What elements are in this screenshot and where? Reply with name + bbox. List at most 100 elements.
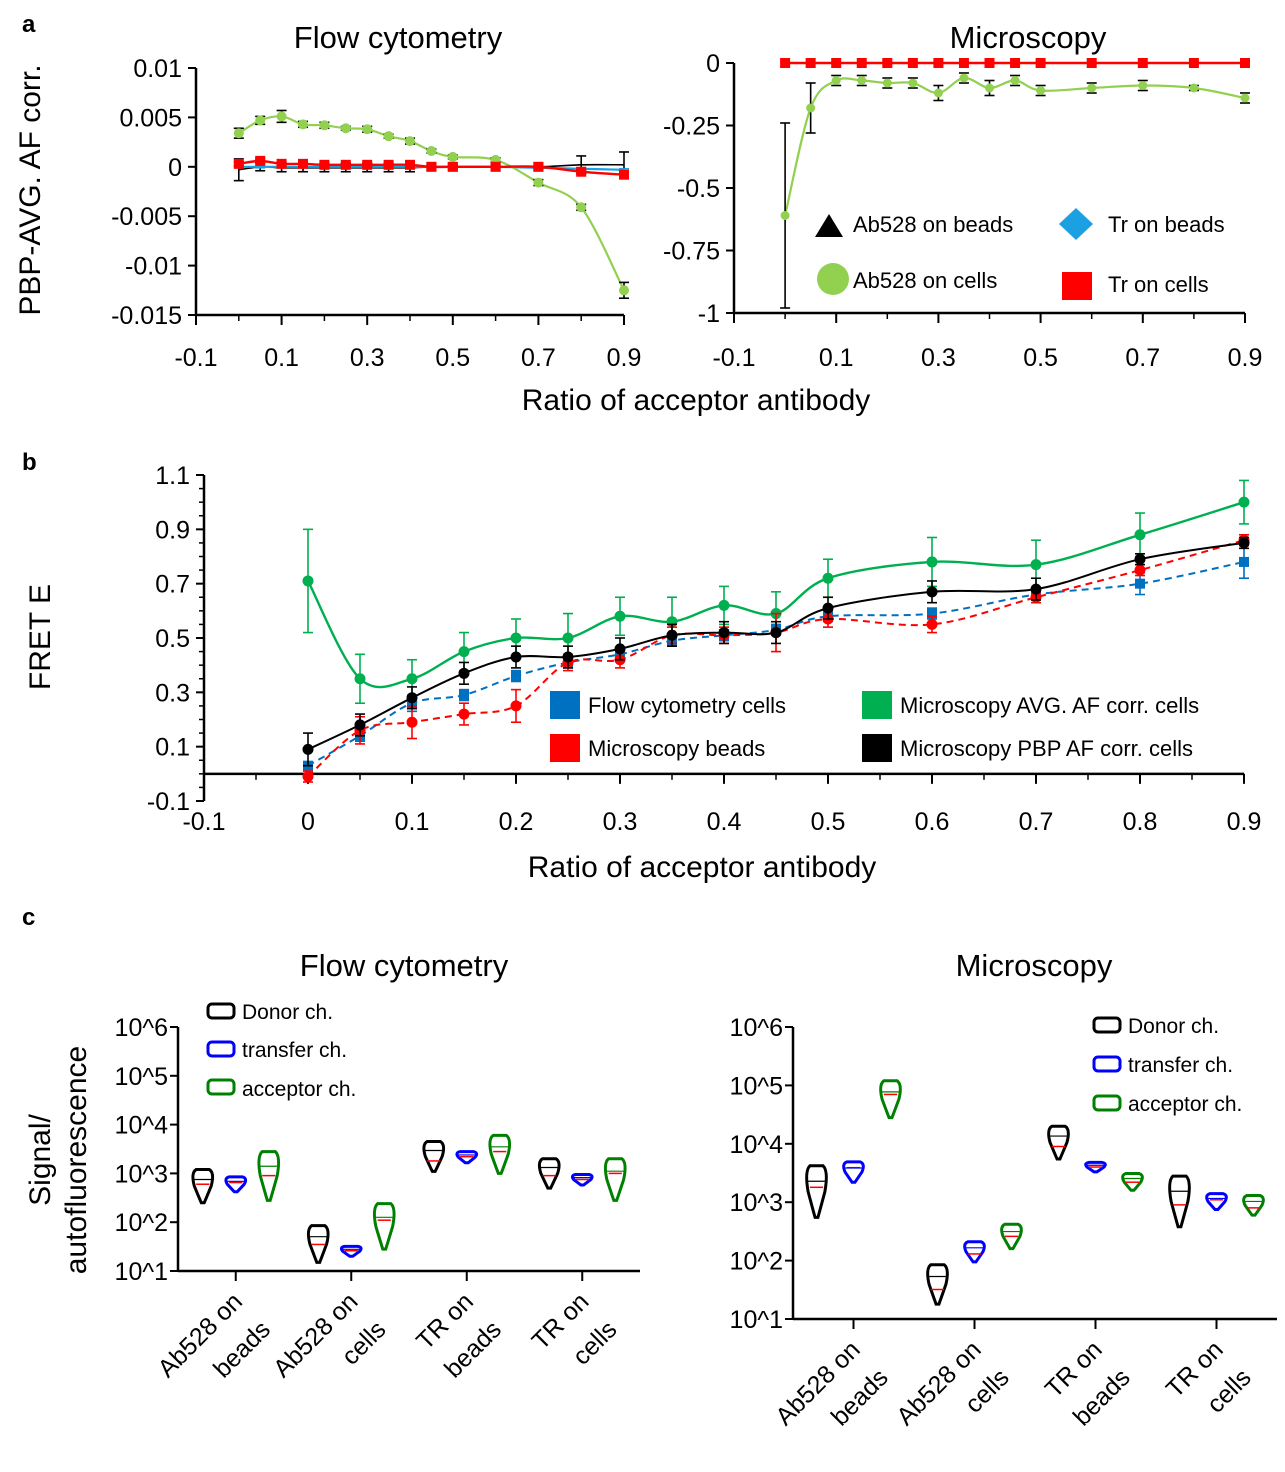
legend-ab528-beads: Ab528 on beads xyxy=(853,212,1013,237)
tr-cells-legend-marker xyxy=(1062,272,1092,300)
ab528-on-cells-line xyxy=(784,76,1246,216)
microscopy-beads-point xyxy=(1134,564,1146,576)
tr-on-cells-point xyxy=(856,58,867,68)
tr-on-cells-point xyxy=(276,158,287,169)
ab528-on-cells-point xyxy=(882,78,892,88)
legend-micro-beads: Microscopy beads xyxy=(588,736,765,761)
y-tick-label: 10^2 xyxy=(730,1248,783,1276)
ab528-cells-legend-marker xyxy=(817,263,849,295)
ab528-on-cells-point xyxy=(908,78,918,88)
microscopy-correction-plot: 0 -0.25 -0.5 -0.75 -1 -0.1 0.1 0.3 0.5 0.7 0.9 xyxy=(663,50,1262,372)
x-tick-label: 0.7 xyxy=(521,344,556,372)
ab528-on-cells-point xyxy=(233,128,244,139)
microscopy-avg-af-corr-cells-point xyxy=(926,556,938,568)
category-label: Ab528 on xyxy=(891,1335,986,1430)
ab528-on-cells-point xyxy=(1036,86,1046,95)
x-tick-label: -0.1 xyxy=(712,344,755,372)
tr-on-cells-point xyxy=(619,169,629,180)
tr-on-cells-point xyxy=(831,58,842,68)
y-tick-label: 0.1 xyxy=(155,734,190,762)
legend-flow-transfer: transfer ch. xyxy=(242,1039,347,1062)
tr-on-cells-point xyxy=(340,159,351,170)
legend-micro-pbp: Microscopy PBP AF corr. cells xyxy=(900,736,1193,761)
y-tick-label: 10^6 xyxy=(730,1014,783,1042)
y-tick-label: 10^3 xyxy=(115,1160,168,1188)
violin xyxy=(1047,1124,1070,1161)
donor-legend-marker xyxy=(1092,1016,1122,1034)
microscopy-pbp-af-corr-cells-point xyxy=(1134,553,1146,565)
ab528-on-cells-point xyxy=(276,111,287,122)
y-tick-label: -0.01 xyxy=(125,253,182,281)
microscopy-pbp-af-corr-cells-point xyxy=(458,667,470,679)
tr-on-cells-point xyxy=(447,161,458,172)
flow-cytometry-cells-point xyxy=(459,690,469,701)
microscopy-pbp-af-corr-cells-point xyxy=(770,627,782,639)
microscopy-avg-af-corr-cells-point xyxy=(718,599,730,611)
x-tick-label: 0.3 xyxy=(603,808,638,836)
legend-tr-cells: Tr on cells xyxy=(1108,272,1209,297)
category-label: Ab528 on xyxy=(268,1287,363,1382)
panel-a-microscopy-title: Microscopy xyxy=(950,20,1107,55)
x-tick-label: 0.1 xyxy=(264,344,299,372)
ab528-on-cells-point xyxy=(340,123,351,134)
x-tick-label: 0.1 xyxy=(819,344,854,372)
tr-on-cells-point xyxy=(907,58,918,68)
tr-on-cells-point xyxy=(1240,58,1250,68)
microscopy-avg-af-corr-cells-point xyxy=(302,575,314,587)
x-tick-label: 0 xyxy=(301,808,315,836)
legend-micro-transfer: transfer ch. xyxy=(1128,1054,1233,1077)
microscopy-pbp-af-corr-cells-point xyxy=(406,692,418,704)
panel-c-microscopy-legend: Donor ch. transfer ch. acceptor ch. xyxy=(1092,1015,1242,1116)
tr-beads-legend-marker xyxy=(1059,208,1093,240)
panel-b-x-axis-label: Ratio of acceptor antibody xyxy=(528,851,877,884)
microscopy-pbp-af-corr-cells-point xyxy=(718,627,730,639)
panel-c-letter: c xyxy=(22,904,35,931)
y-tick-label: 1.1 xyxy=(155,462,190,490)
ab528-on-cells-point xyxy=(985,83,994,93)
legend-tr-beads: Tr on beads xyxy=(1108,212,1225,237)
microscopy-pbp-af-corr-cells-point xyxy=(354,719,366,731)
y-tick-label: -0.015 xyxy=(111,302,182,330)
tr-on-cells-point xyxy=(805,58,816,68)
panel-b-letter: b xyxy=(22,449,37,476)
y-tick-label: 10^1 xyxy=(115,1258,168,1286)
transfer-legend-marker xyxy=(1092,1055,1122,1073)
y-tick-label: 10^3 xyxy=(730,1189,783,1217)
tr-on-cells-point xyxy=(958,58,969,68)
micro-beads-legend-marker xyxy=(550,734,580,762)
violin xyxy=(963,1240,986,1264)
x-tick-label: 0.3 xyxy=(350,344,385,372)
tr-on-cells-point xyxy=(426,161,437,172)
ab528-on-cells-point xyxy=(857,76,867,85)
legend-flow-cells: Flow cytometry cells xyxy=(588,693,786,718)
microscopy-beads-point xyxy=(406,716,418,728)
violin xyxy=(1121,1172,1144,1192)
x-tick-label: -0.1 xyxy=(174,344,217,372)
tr-on-cells-point xyxy=(233,158,244,169)
y-tick-label: 10^4 xyxy=(115,1112,169,1140)
violin xyxy=(570,1172,594,1187)
violin xyxy=(224,1175,248,1194)
y-tick-label: 0.5 xyxy=(155,625,190,653)
microscopy-avg-af-corr-cells-point xyxy=(1238,496,1250,508)
ab528-on-cells-point xyxy=(1087,83,1097,93)
ab528-on-cells-point xyxy=(1138,81,1148,90)
tr-on-cells-point xyxy=(984,58,995,68)
violin xyxy=(455,1150,479,1165)
y-tick-label: -0.005 xyxy=(111,203,182,231)
acceptor-legend-marker xyxy=(1092,1094,1122,1112)
x-tick-label: 0.1 xyxy=(395,808,430,836)
violin xyxy=(372,1202,396,1251)
x-tick-label: 0.9 xyxy=(1227,808,1262,836)
tr-on-cells-point xyxy=(1188,58,1199,68)
microscopy-beads-point xyxy=(510,700,522,712)
micro-avg-legend-marker xyxy=(862,691,892,719)
tr-on-cells-point xyxy=(319,159,330,170)
legend-ab528-cells: Ab528 on cells xyxy=(853,268,997,293)
flow-cytometry-cells-point xyxy=(511,671,521,682)
microscopy-avg-af-corr-cells-point xyxy=(458,646,470,658)
acceptor-legend-marker xyxy=(206,1078,236,1096)
microscopy-avg-af-corr-cells-point xyxy=(614,610,626,622)
panel-c-microscopy-title: Microscopy xyxy=(956,948,1113,983)
